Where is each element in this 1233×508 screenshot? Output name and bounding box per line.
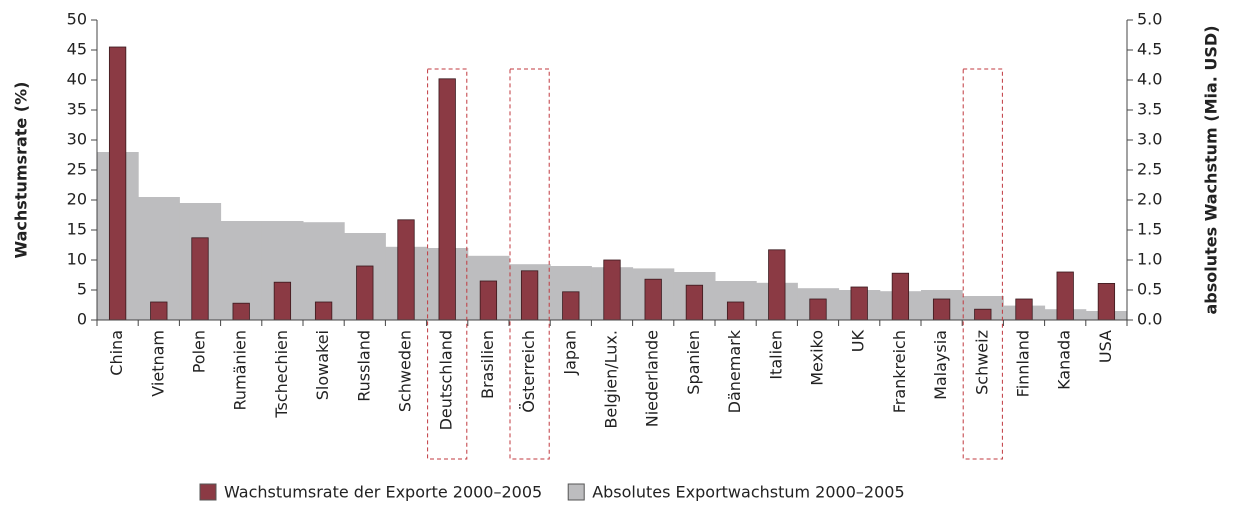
bar bbox=[1015, 298, 1033, 321]
x-tick-label: Kanada bbox=[1055, 330, 1074, 390]
x-tick-label: Vietnam bbox=[148, 330, 167, 397]
y2-tick-label: 5.0 bbox=[1137, 10, 1162, 29]
highlight-box bbox=[427, 68, 468, 460]
bar bbox=[644, 278, 662, 321]
x-tick-label: Deutschland bbox=[437, 330, 456, 430]
x-tick-label: Dänemark bbox=[725, 329, 744, 413]
y2-tick-label: 3.5 bbox=[1137, 100, 1162, 119]
bar bbox=[191, 237, 209, 321]
x-tick-label: Schweiz bbox=[972, 330, 991, 395]
x-tick-label: Schweden bbox=[396, 330, 415, 412]
y2-tick-label: 2.5 bbox=[1137, 160, 1162, 179]
x-tick-label: Finnland bbox=[1014, 330, 1033, 397]
x-tick-label: Tschechien bbox=[272, 330, 291, 419]
legend-swatch bbox=[199, 483, 217, 501]
bar bbox=[1097, 282, 1116, 321]
x-tick-label: Frankreich bbox=[890, 330, 909, 413]
bar bbox=[273, 281, 292, 321]
y-tick-label: 5 bbox=[77, 280, 87, 299]
bar bbox=[726, 301, 745, 321]
bar bbox=[232, 302, 250, 321]
x-tick-label: Russland bbox=[354, 330, 373, 402]
y2-tick-label: 1.0 bbox=[1137, 250, 1162, 269]
bar bbox=[850, 286, 868, 321]
y-tick-label: 35 bbox=[67, 100, 87, 119]
bar bbox=[603, 259, 621, 321]
bar bbox=[685, 284, 704, 321]
y-tick-label: 25 bbox=[67, 160, 87, 179]
bar bbox=[314, 301, 333, 321]
y2-tick-label: 4.0 bbox=[1137, 70, 1162, 89]
y-tick-label: 30 bbox=[67, 130, 87, 149]
y-tick-label: 40 bbox=[67, 70, 87, 89]
x-tick-label: UK bbox=[849, 329, 868, 352]
bar bbox=[438, 78, 456, 321]
bar bbox=[768, 249, 786, 321]
bar bbox=[108, 46, 127, 321]
y2-tick-label: 4.5 bbox=[1137, 40, 1162, 59]
y2-tick-label: 1.5 bbox=[1137, 220, 1162, 239]
y-tick-label: 50 bbox=[67, 10, 87, 29]
x-tick-label: Spanien bbox=[684, 330, 703, 395]
x-tick-label: Polen bbox=[190, 330, 209, 373]
y-tick-label: 10 bbox=[67, 250, 87, 269]
y-tick-label: 15 bbox=[67, 220, 87, 239]
x-tick-label: Slowakei bbox=[313, 330, 332, 400]
x-tick-label: Malaysia bbox=[931, 330, 950, 400]
x-tick-label: Italien bbox=[766, 330, 785, 380]
x-tick-label: Rumänien bbox=[231, 330, 250, 411]
highlight-box bbox=[509, 68, 550, 460]
highlight-box bbox=[962, 68, 1003, 460]
x-tick-label: Belgien/Lux. bbox=[602, 330, 621, 429]
bar bbox=[150, 301, 168, 321]
x-tick-label: China bbox=[107, 330, 126, 376]
y2-tick-label: 2.0 bbox=[1137, 190, 1162, 209]
bar bbox=[562, 291, 580, 321]
y2-axis-title: absolutes Wachstum (Mia. USD) bbox=[1202, 25, 1221, 314]
y-tick-label: 20 bbox=[67, 190, 87, 209]
legend-label: Wachstumsrate der Exporte 2000–2005 bbox=[224, 483, 542, 502]
x-tick-label: Mexiko bbox=[808, 330, 827, 386]
y2-tick-label: 0.0 bbox=[1137, 310, 1162, 329]
y-tick-label: 45 bbox=[67, 40, 87, 59]
x-tick-label: Japan bbox=[560, 330, 579, 376]
y-axis-title: Wachstumsrate (%) bbox=[12, 82, 31, 259]
x-tick-label: USA bbox=[1096, 330, 1115, 363]
bar bbox=[974, 308, 992, 321]
x-tick-label: Brasilien bbox=[478, 330, 497, 399]
bar bbox=[1056, 271, 1074, 321]
bar bbox=[397, 219, 415, 321]
x-tick-label: Österreich bbox=[519, 330, 538, 413]
y2-tick-label: 0.5 bbox=[1137, 280, 1162, 299]
bar bbox=[520, 270, 539, 321]
legend-swatch bbox=[567, 483, 585, 501]
legend-label: Absolutes Exportwachstum 2000–2005 bbox=[592, 483, 904, 502]
bar bbox=[809, 298, 827, 321]
bar bbox=[891, 272, 910, 321]
y-tick-label: 0 bbox=[77, 310, 87, 329]
bar bbox=[479, 280, 498, 321]
y2-tick-label: 3.0 bbox=[1137, 130, 1162, 149]
area-bar bbox=[138, 197, 180, 320]
x-tick-label: Niederlande bbox=[643, 330, 662, 427]
bar bbox=[932, 298, 951, 321]
bar bbox=[356, 265, 374, 321]
